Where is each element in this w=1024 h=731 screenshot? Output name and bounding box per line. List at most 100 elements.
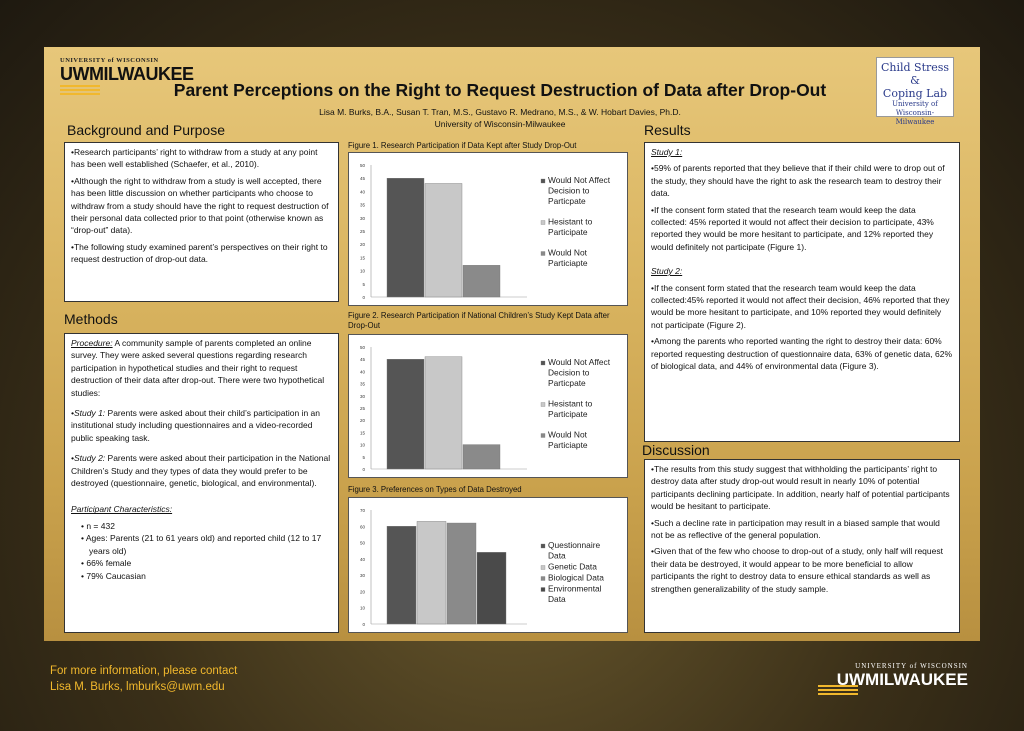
legend-swatch	[540, 251, 546, 256]
poster-title: Parent Perceptions on the Right to Reque…	[173, 80, 827, 100]
procedure-text: A community sample of parents completed …	[71, 338, 325, 398]
y-tick-label: 30	[360, 394, 366, 399]
y-tick-label: 0	[362, 295, 365, 300]
discussion-title: Discussion	[642, 442, 710, 458]
logo-university-small: UNIVERSITY of WISCONSIN	[60, 57, 159, 64]
bar	[462, 265, 501, 298]
background-p3: •The following study examined parent’s p…	[71, 241, 328, 265]
y-tick-label: 5	[362, 455, 365, 460]
lab-logo-line1: Child Stress &	[880, 61, 950, 87]
procedure-paragraph: Procedure: A community sample of parents…	[71, 337, 332, 399]
study1-paragraph: •Study 1: Parents were asked about their…	[71, 407, 332, 444]
legend-label: Would Not Affect Decision to Particpate	[548, 357, 611, 388]
poster-authors: Lisa M. Burks, B.A., Susan T. Tran, M.S.…	[200, 106, 800, 130]
participants-heading: Participant Characteristics:	[71, 503, 332, 515]
figure1-svg: 0 5 10 15 20 25 30 35 40 45 50 Would Not Affect Deci…	[360, 163, 611, 300]
results-s1p1: •59% of parents reported that they belie…	[651, 163, 945, 199]
legend-swatch	[540, 360, 546, 366]
procedure-label: Procedure:	[71, 338, 113, 348]
y-tick-label: 30	[360, 216, 366, 221]
y-tick-label: 25	[360, 229, 366, 234]
results-s2p2: •Among the parents who reported wanting …	[651, 336, 953, 372]
figure1-chart: 0 5 10 15 20 25 30 35 40 45 50 Would Not Affect Deci…	[348, 152, 628, 306]
bar	[424, 356, 463, 470]
participants-list: n = 432 Ages: Parents (21 to 61 years ol…	[79, 520, 332, 582]
legend-label: Would Not Particiapte	[548, 430, 588, 451]
discussion-box: •The results from this study suggest tha…	[644, 459, 960, 633]
footer-university-big: UWMILWAUKEE	[836, 670, 968, 689]
y-tick-label: 10	[360, 443, 366, 448]
bar	[386, 359, 425, 470]
y-tick-label: 0	[362, 467, 365, 472]
bar	[476, 552, 507, 625]
bar	[424, 183, 463, 298]
background-title: Background and Purpose	[67, 122, 225, 138]
discussion-p1: •The results from this study suggest tha…	[651, 464, 950, 512]
results-title: Results	[644, 122, 691, 138]
y-tick-label: 5	[362, 282, 365, 287]
legend-swatch	[540, 178, 546, 184]
affiliation-line: University of Wisconsin-Milwaukee	[434, 119, 566, 129]
figure2-svg: 0 5 10 15 20 25 30 35 40 45 50 Would Not Affect Deci…	[360, 345, 611, 472]
list-item: 66% female	[79, 557, 332, 569]
background-p1: •Research participants’ right to withdra…	[71, 147, 318, 170]
list-item: 79% Caucasian	[79, 570, 332, 582]
figure2-caption: Figure 2. Research Participation if Nati…	[348, 311, 610, 330]
study2-text: Parents were asked about their participa…	[71, 453, 331, 489]
lab-logo-line4: Wisconsin-Milwaukee	[895, 109, 935, 126]
figure3-svg: 0 10 20 30 40 50 60 70 Questionnaire DataGenetic …	[360, 508, 604, 627]
discussion-p2: •Such a decline rate in participation ma…	[651, 517, 940, 541]
y-tick-label: 20	[360, 589, 366, 594]
y-tick-label: 30	[360, 573, 366, 578]
y-tick-label: 35	[360, 382, 366, 387]
bar	[462, 444, 501, 470]
y-tick-label: 0	[362, 622, 365, 627]
figure3-caption: Figure 3. Preferences on Types of Data D…	[348, 485, 522, 494]
uwm-logo-bottom: UNIVERSITY of WISCONSIN UWMILWAUKEE	[818, 662, 968, 702]
lab-logo-line3: University of	[892, 100, 938, 108]
results-s1p2: •If the consent form stated that the res…	[651, 204, 934, 252]
list-item: n = 432	[79, 520, 332, 532]
bar	[446, 522, 477, 625]
y-tick-label: 45	[360, 176, 366, 181]
authors-line: Lisa M. Burks, B.A., Susan T. Tran, M.S.…	[319, 107, 681, 117]
legend-swatch	[540, 543, 546, 549]
y-tick-label: 45	[360, 357, 366, 362]
bar	[416, 521, 447, 625]
background-box: •Research participants’ right to withdra…	[64, 142, 339, 302]
results-study1-label: Study 1:	[651, 147, 683, 157]
legend-swatch	[540, 576, 546, 581]
uwm-logo-top: UNIVERSITY of WISCONSIN UWMILWAUKEE	[60, 57, 195, 99]
logo-university-big: UWMILWAUKEE	[60, 64, 194, 84]
y-tick-label: 40	[360, 369, 366, 374]
logo-stripes-icon	[60, 85, 100, 95]
figure2-chart: 0 5 10 15 20 25 30 35 40 45 50 Would Not Affect Deci…	[348, 334, 628, 478]
results-s2p1: •If the consent form stated that the res…	[651, 282, 950, 330]
y-tick-label: 10	[360, 269, 366, 274]
legend-swatch	[540, 220, 546, 225]
y-tick-label: 15	[360, 255, 366, 260]
footer-stripes-icon	[818, 685, 858, 695]
legend-swatch	[540, 402, 546, 407]
methods-box: Procedure: A community sample of parents…	[64, 333, 339, 633]
y-tick-label: 20	[360, 418, 366, 423]
legend-label: Biological Data	[548, 573, 604, 583]
y-tick-label: 10	[360, 606, 366, 611]
bar	[386, 178, 425, 298]
study2-paragraph: •Study 2: Parents were asked about their…	[71, 452, 332, 489]
y-tick-label: 25	[360, 406, 366, 411]
legend-label: Genetic Data	[548, 562, 597, 572]
y-tick-label: 40	[360, 557, 366, 562]
y-tick-label: 15	[360, 430, 366, 435]
lab-logo-line2: Coping Lab	[882, 87, 948, 100]
participants-label: Participant Characteristics:	[71, 504, 173, 515]
legend-swatch	[540, 565, 546, 570]
bar	[386, 526, 417, 625]
results-box: Study 1: •59% of parents reported that t…	[644, 142, 960, 442]
methods-title: Methods	[64, 311, 118, 327]
contact-line2: Lisa M. Burks, lmburks@uwm.edu	[50, 681, 225, 693]
y-tick-label: 50	[360, 541, 366, 546]
discussion-p3: •Given that of the few who choose to dro…	[651, 546, 943, 594]
y-tick-label: 50	[360, 345, 366, 350]
legend-label: Questionnaire Data	[548, 540, 600, 561]
